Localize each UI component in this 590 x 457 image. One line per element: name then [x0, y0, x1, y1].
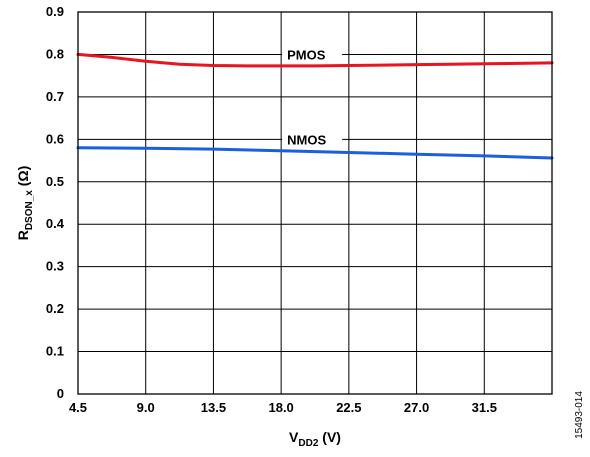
y-tick-label: 0.3	[46, 259, 64, 274]
x-tick-label: 22.5	[336, 400, 361, 415]
x-tick-label: 31.5	[472, 400, 497, 415]
label-layer: 4.5 9.0 13.5 18.0 22.5 27.0 31.5 0 0.1 0.2 0.3 0.4 0…	[15, 4, 585, 449]
y-tick-label: 0.6	[46, 131, 64, 146]
series-line-pmos	[76, 52, 554, 68]
plot-frame	[77, 11, 553, 395]
x-tick-label: 9.0	[137, 400, 155, 415]
series-line-nmos	[76, 146, 554, 160]
x-tick-label: 4.5	[69, 400, 87, 415]
y-tick-label: 0.4	[46, 216, 65, 231]
figure-id: 15493-014	[574, 391, 585, 439]
series-layer	[76, 52, 554, 160]
grid	[78, 12, 552, 394]
y-tick-label: 0.8	[46, 46, 64, 61]
series-label-bg	[282, 131, 343, 148]
x-tick-label: 27.0	[404, 400, 429, 415]
x-tick-label: 18.0	[268, 400, 293, 415]
x-axis-title: VDD2 (V)	[289, 429, 341, 449]
y-tick-label: 0.5	[46, 174, 64, 189]
y-tick-label: 0	[57, 386, 64, 401]
y-tick-label: 0.1	[46, 344, 64, 359]
series-label-bg	[282, 46, 343, 63]
y-axis-title: RDSON_x (Ω)	[15, 166, 35, 241]
y-tick-label: 0.9	[46, 4, 64, 19]
y-tick-label: 0.7	[46, 89, 64, 104]
series-label-pmos: PMOS	[287, 47, 326, 62]
series-label-nmos: NMOS	[287, 132, 326, 147]
y-tick-label: 0.2	[46, 301, 64, 316]
x-tick-label: 13.5	[201, 400, 226, 415]
